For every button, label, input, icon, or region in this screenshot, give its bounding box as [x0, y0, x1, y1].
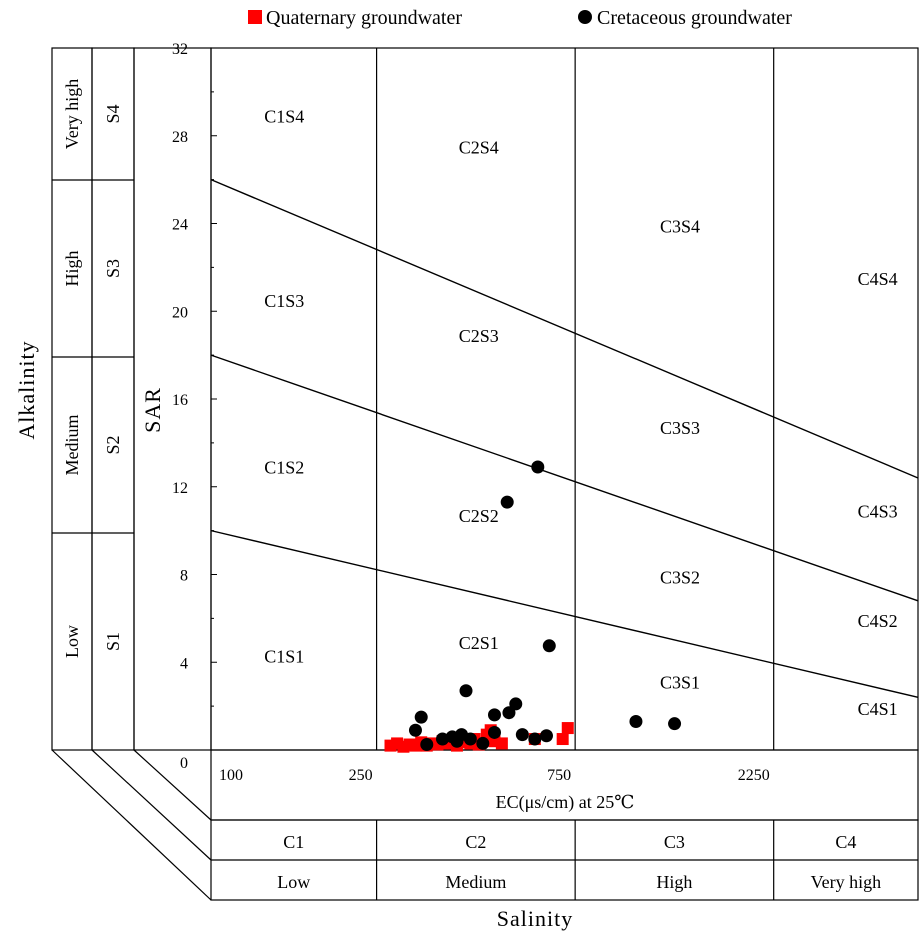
alkalinity-title: Alkalinity [14, 340, 39, 439]
zone-label: C1S2 [264, 458, 304, 478]
zone-labels: C1S4 C2S4 C3S4 C4S4 C1S3 C2S3 C3S3 C4S3 C1S2 C2S2… [264, 107, 897, 719]
boundary-line [210, 178, 919, 479]
y-axis-ticks: 0 4 8 12 16 20 24 28 32 [172, 41, 217, 772]
salinity-class-name: Medium [445, 872, 506, 892]
cretaceous-point [515, 728, 529, 742]
alkalinity-class-code: S3 [103, 259, 123, 278]
legend: Quaternary groundwater Cretaceous ground… [248, 7, 792, 29]
zone-label: C3S1 [660, 673, 700, 693]
y-tick-label: 0 [180, 755, 188, 772]
x-axis-ticks: 100 250 750 2250 [219, 767, 770, 784]
zone-label: C3S3 [660, 418, 700, 438]
alkalinity-class-code: S2 [103, 435, 123, 454]
salinity-class-code: C3 [664, 832, 685, 852]
legend-marker-quaternary [248, 10, 262, 24]
x-axis-title: EC(μs/cm) at 25℃ [496, 792, 635, 813]
zone-label: C2S1 [459, 633, 499, 653]
cretaceous-point [500, 495, 514, 509]
alkalinity-class-name: High [62, 251, 82, 287]
cretaceous-point [531, 460, 545, 474]
x-tick-label: 2250 [738, 767, 770, 784]
quaternary-point [561, 722, 574, 735]
alkalinity-class-name: Very high [62, 79, 82, 150]
cretaceous-point [463, 732, 477, 746]
cretaceous-point [502, 706, 516, 720]
cretaceous-point [476, 736, 490, 750]
zone-label: C1S1 [264, 646, 304, 666]
zone-label: C4S2 [858, 611, 898, 631]
salinity-class-dividers [375, 48, 775, 900]
cretaceous-point [539, 729, 553, 743]
legend-marker-cretaceous [578, 10, 592, 24]
salinity-class-name: Very high [811, 872, 882, 892]
zone-label: C3S4 [660, 216, 700, 236]
cretaceous-point [420, 738, 434, 752]
boundary-line [210, 529, 919, 699]
salinity-class-code: C2 [465, 832, 486, 852]
cretaceous-point [435, 732, 449, 746]
x-tick-label: 750 [547, 767, 571, 784]
y-tick-label: 4 [180, 655, 188, 672]
quaternary-point [556, 733, 569, 746]
cretaceous-point [487, 708, 501, 722]
alkalinity-class-code: S4 [103, 104, 123, 123]
y-tick-label: 32 [172, 41, 188, 58]
y-tick-label: 28 [172, 129, 188, 146]
cretaceous-point [542, 639, 556, 653]
zone-label: C4S1 [858, 699, 898, 719]
zone-label: C4S4 [858, 269, 898, 289]
cretaceous-point [668, 717, 682, 731]
y-axis-title: SAR [140, 387, 165, 433]
alkalinity-class-name: Low [62, 625, 82, 658]
alkalinity-boundary-lines [210, 178, 919, 699]
zone-label: C1S4 [264, 107, 304, 127]
y-tick-label: 12 [172, 480, 188, 497]
boundary-line [210, 354, 919, 602]
salinity-title: Salinity [497, 906, 573, 931]
salinity-class-name: Low [277, 872, 310, 892]
quaternary-point [495, 737, 508, 750]
zone-label: C2S3 [459, 326, 499, 346]
salinity-class-code: C1 [283, 832, 304, 852]
x-tick-label: 250 [349, 767, 373, 784]
legend-label-cretaceous: Cretaceous groundwater [597, 7, 792, 29]
cretaceous-point [487, 725, 501, 739]
cretaceous-point [414, 710, 428, 724]
zone-label: C2S4 [459, 137, 499, 157]
salinity-class-code: C4 [835, 832, 856, 852]
cretaceous-point [509, 697, 523, 711]
x-tick-label: 100 [219, 767, 243, 784]
zone-label: C2S2 [459, 506, 499, 526]
legend-label-quaternary: Quaternary groundwater [266, 7, 462, 29]
zone-label: C4S3 [858, 501, 898, 521]
y-tick-label: 24 [172, 217, 188, 234]
cretaceous-point [528, 732, 542, 746]
cretaceous-point [408, 723, 422, 737]
y-tick-label: 8 [180, 568, 188, 585]
cretaceous-point [629, 714, 643, 728]
salinity-class-name: High [656, 872, 692, 892]
zone-label: C1S3 [264, 291, 304, 311]
alkalinity-class-name: Medium [62, 415, 82, 476]
cretaceous-point [459, 684, 473, 698]
diagram-frame [51, 47, 919, 901]
class-labels: C1 Low C2 Medium C3 High C4 Very high S1 Low S2 Med… [62, 79, 881, 892]
y-tick-label: 20 [172, 304, 188, 321]
y-tick-label: 16 [172, 392, 188, 409]
alkalinity-class-code: S1 [103, 632, 123, 651]
zone-label: C3S2 [660, 567, 700, 587]
series-cretaceous-groundwater [408, 460, 682, 752]
